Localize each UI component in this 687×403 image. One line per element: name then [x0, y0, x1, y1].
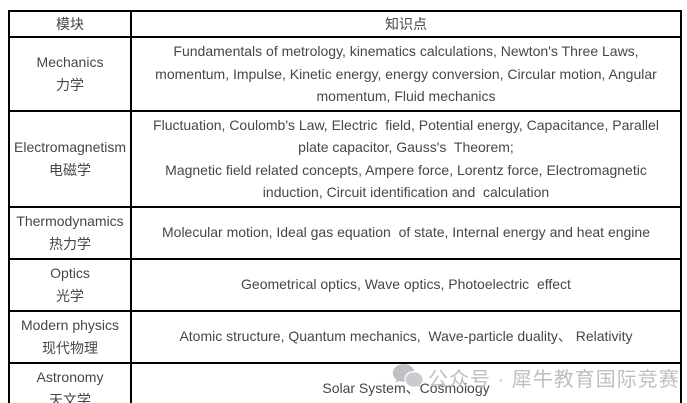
- table-row-electromagnetism: Electromagnetism 电磁学 Fluctuation, Coulom…: [8, 109, 682, 208]
- table-row-mechanics: Mechanics 力学 Fundamentals of metrology, …: [8, 36, 682, 112]
- table-row-optics: Optics 光学 Geometrical optics, Wave optic…: [8, 257, 682, 312]
- knowledge-points-thermodynamics: Molecular motion, Ideal gas equation of …: [130, 205, 682, 260]
- module-cell-modern-physics: Modern physics 现代物理: [8, 309, 132, 364]
- module-name-zh: 光学: [56, 287, 84, 304]
- module-cell-optics: Optics 光学: [8, 257, 132, 312]
- module-name-zh: 天文学: [49, 391, 91, 403]
- module-cell-electromagnetism: Electromagnetism 电磁学: [8, 109, 132, 208]
- knowledge-points-astronomy: Solar System、Cosmology: [130, 361, 682, 403]
- knowledge-points-optics: Geometrical optics, Wave optics, Photoel…: [130, 257, 682, 312]
- module-name-en: Thermodynamics: [16, 212, 124, 229]
- module-name-en: Modern physics: [20, 316, 120, 333]
- module-name-zh: 现代物理: [42, 339, 98, 356]
- module-name-en: Optics: [50, 264, 90, 281]
- column-header-module: 模块: [8, 10, 132, 38]
- table-row-thermodynamics: Thermodynamics 热力学 Molecular motion, Ide…: [8, 205, 682, 260]
- module-name-zh: 热力学: [49, 235, 91, 252]
- module-name-en: Mechanics: [36, 53, 104, 70]
- physics-knowledge-table: 模块 知识点 Mechanics 力学 Fundamentals of metr…: [8, 10, 682, 403]
- module-cell-astronomy: Astronomy 天文学: [8, 361, 132, 403]
- module-name-en: Astronomy: [36, 368, 104, 385]
- column-header-knowledge-points: 知识点: [130, 10, 682, 38]
- module-name-zh: 力学: [56, 76, 84, 93]
- table-header-row: 模块 知识点: [8, 10, 682, 38]
- knowledge-points-mechanics: Fundamentals of metrology, kinematics ca…: [130, 36, 682, 112]
- table-row-astronomy: Astronomy 天文学 Solar System、Cosmology: [8, 361, 682, 403]
- module-cell-thermodynamics: Thermodynamics 热力学: [8, 205, 132, 260]
- module-cell-mechanics: Mechanics 力学: [8, 36, 132, 112]
- knowledge-points-modern-physics: Atomic structure, Quantum mechanics, Wav…: [130, 309, 682, 364]
- module-name-zh: 电磁学: [49, 161, 91, 178]
- table-row-modern-physics: Modern physics 现代物理 Atomic structure, Qu…: [8, 309, 682, 364]
- module-name-en: Electromagnetism: [14, 138, 127, 155]
- knowledge-points-electromagnetism: Fluctuation, Coulomb's Law, Electric fie…: [130, 109, 682, 208]
